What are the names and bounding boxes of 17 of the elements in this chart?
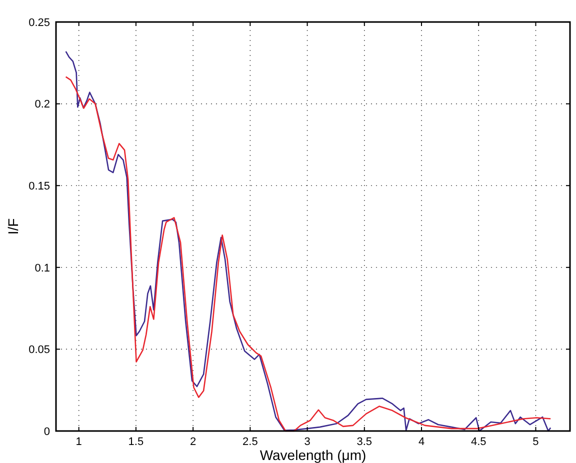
y-tick-label: 0.15 bbox=[28, 180, 50, 192]
x-tick-label: 3 bbox=[304, 436, 310, 448]
x-tick-label: 4.5 bbox=[470, 436, 486, 448]
y-axis-title: I/F bbox=[5, 218, 21, 235]
x-tick-label: 2 bbox=[190, 436, 196, 448]
x-axis-title: Wavelength (μm) bbox=[260, 447, 366, 463]
y-tick-label: 0.2 bbox=[34, 98, 50, 111]
x-tick-label: 4 bbox=[418, 436, 425, 448]
x-tick-label: 3.5 bbox=[356, 436, 372, 448]
y-tick-label: 0.1 bbox=[34, 262, 50, 274]
x-tick-label: 2.5 bbox=[242, 436, 258, 448]
x-tick-label: 5 bbox=[532, 436, 539, 448]
y-tick-label: 0.25 bbox=[28, 16, 50, 29]
y-tick-label: 0.05 bbox=[28, 344, 50, 356]
x-tick-label: 1.5 bbox=[128, 436, 144, 448]
y-tick-label: 0 bbox=[44, 426, 50, 438]
x-tick-label: 1 bbox=[76, 436, 82, 448]
